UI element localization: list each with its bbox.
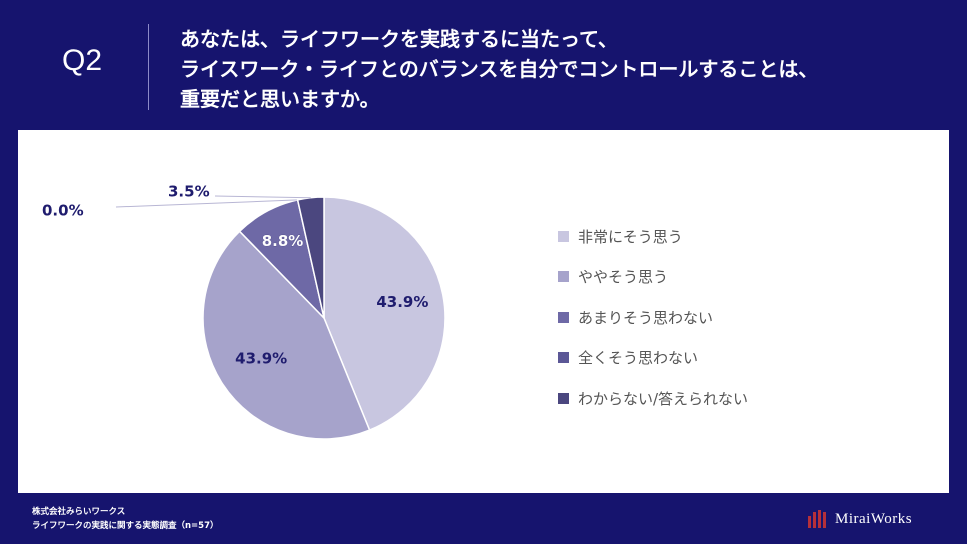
header-divider <box>148 24 149 110</box>
question-line-2: ライスワーク・ライフとのバランスを自分でコントロールすることは、 <box>180 57 819 81</box>
brand-mark-icon <box>808 510 828 528</box>
legend-label-1: ややそう思う <box>578 268 669 287</box>
legend-item-0: 非常にそう思う <box>558 216 938 257</box>
pie-slice-0 <box>323 196 446 432</box>
legend-label-2: あまりそう思わない <box>578 308 714 327</box>
chart-legend: 非常にそう思う ややそう思うあまりそう思わない 全くそう思わないわからない/答えられ… <box>558 216 938 419</box>
legend-item-2: あまりそう思わない <box>558 297 938 338</box>
legend-label-4: わからない/答えられない <box>578 389 749 408</box>
pie-label-2: 8.8% <box>262 232 304 250</box>
legend-swatch-4 <box>558 392 569 404</box>
legend-swatch-1 <box>558 271 569 283</box>
legend-item-1: ややそう思う <box>558 257 938 298</box>
brand-logo: MiraiWorks <box>808 508 912 530</box>
legend-label-0: 非常にそう思う <box>578 227 683 246</box>
header: Q2 あなたは、ライフワークを実践するに当たって、 ライスワーク・ライフとのバラ… <box>0 0 967 130</box>
pie-slice-group-3: 0.0% <box>42 199 298 220</box>
pie-slice-group-2: 8.8% <box>238 199 326 321</box>
question-line-1: あなたは、ライフワークを実践するに当たって、 <box>180 27 618 51</box>
pie-slice-group-0: 43.9% <box>323 196 446 432</box>
leader-line-4 <box>214 195 311 199</box>
pie-slice-4 <box>296 196 325 319</box>
pie-slice-1 <box>202 230 371 440</box>
question-number: Q2 <box>62 44 103 77</box>
pie-slice-group-1: 43.9% <box>202 230 371 440</box>
legend-item-4: わからない/答えられない <box>558 378 938 419</box>
legend-label-3: 全くそう思わない <box>578 349 699 368</box>
leader-line-3 <box>115 199 298 208</box>
legend-swatch-2 <box>558 311 569 323</box>
pie-chart: 43.9% 43.9% 8.8% 0.0% 3.5% <box>42 183 446 440</box>
footer-source: 株式会社みらいワークス ライフワークの実践に関する実態調査（n=57） <box>32 505 219 533</box>
pie-slice-group-4: 3.5% <box>168 183 325 319</box>
pie-label-4: 3.5% <box>168 183 210 201</box>
question-text: あなたは、ライフワークを実践するに当たって、 ライスワーク・ライフとのバランスを… <box>180 24 950 114</box>
legend-item-3: 全くそう思わない <box>558 338 938 379</box>
footer-company: 株式会社みらいワークス <box>32 507 126 517</box>
pie-label-0: 43.9% <box>376 293 428 311</box>
pie-label-1: 43.9% <box>235 350 287 368</box>
question-line-3: 重要だと思いますか。 <box>180 87 380 111</box>
legend-swatch-0 <box>558 230 569 242</box>
legend-swatch-3 <box>558 352 569 364</box>
pie-label-3: 0.0% <box>42 202 84 220</box>
brand-name: MiraiWorks <box>835 510 913 527</box>
footer-survey: ライフワークの実践に関する実態調査（n=57） <box>32 521 219 531</box>
chart-panel: 43.9% 43.9% 8.8% 0.0% 3.5% 非常にそう思う ややそう思うあまりそ… <box>18 130 949 493</box>
